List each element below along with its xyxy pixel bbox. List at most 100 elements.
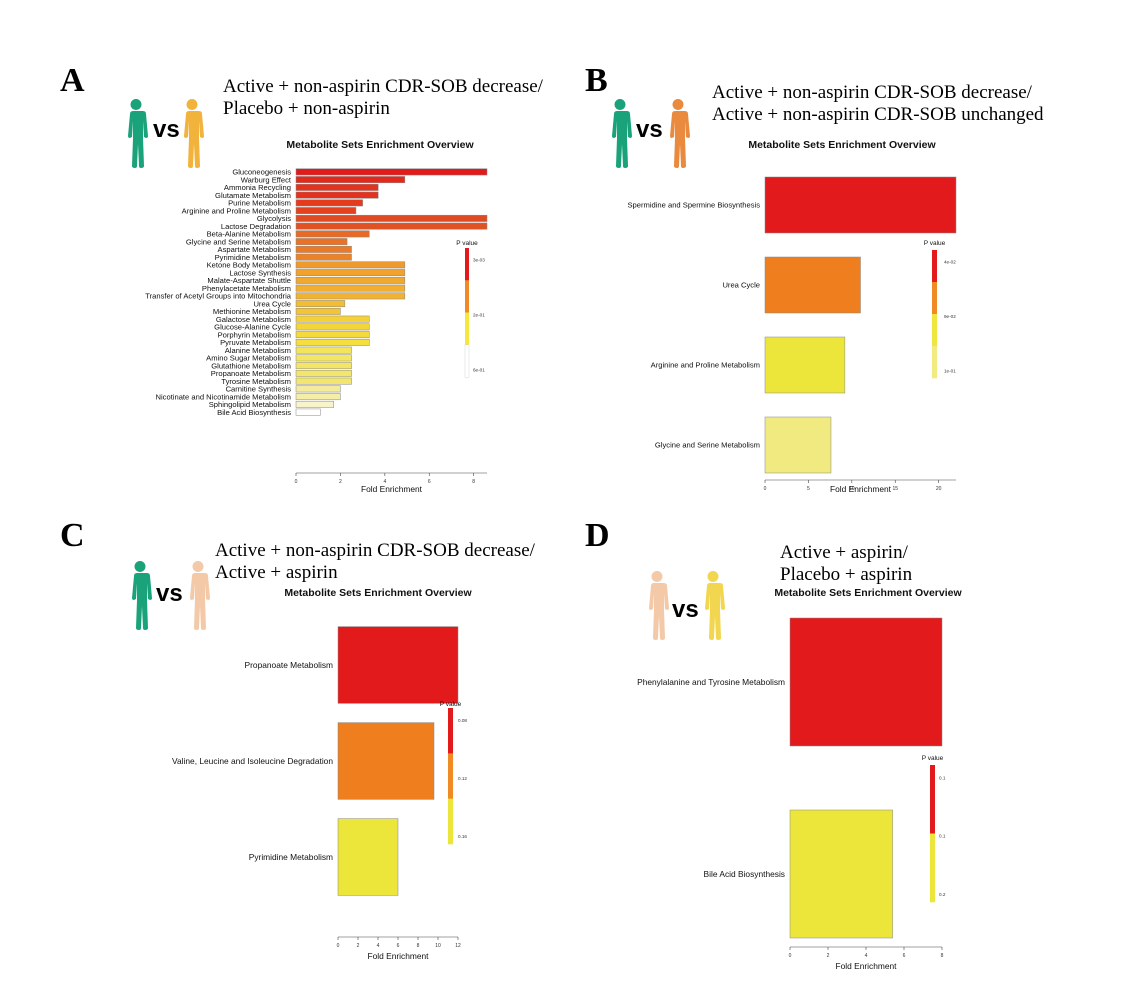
- legend-color-swatch: [464, 344, 470, 378]
- tick-label: 4: [383, 479, 386, 485]
- bar: [295, 300, 346, 308]
- category-label: Ketone Body Metabolism: [207, 261, 291, 270]
- bar: [337, 722, 435, 800]
- category-label: Tyrosine Metabolism: [221, 377, 291, 386]
- tick-label: 8: [941, 953, 944, 959]
- tick-label: 2: [827, 953, 830, 959]
- category-label: Carnitine Synthesis: [226, 385, 292, 394]
- legend-label: 0.12: [458, 776, 467, 781]
- bar: [295, 400, 335, 408]
- legend-color-swatch: [930, 833, 935, 903]
- enrichment-chart: Metabolite Sets Enrichment Overview Propa…: [172, 587, 472, 961]
- legend-color-swatch: [932, 314, 937, 347]
- category-label: Purine Metabolism: [228, 199, 291, 208]
- figure-silhouette: [184, 99, 204, 168]
- bar: [295, 369, 352, 377]
- category-label: Gluconeogenesis: [232, 168, 291, 177]
- category-label: Nicotinate and Nicotinamide Metabolism: [156, 392, 292, 401]
- category-label: Phenylalanine and Tyrosine Metabolism: [637, 677, 785, 687]
- legend-title: P value: [922, 755, 944, 762]
- category-label: Lactose Degradation: [221, 222, 291, 231]
- bar: [295, 362, 352, 370]
- human-figure-icon: [128, 99, 148, 168]
- figure-silhouette: [132, 561, 152, 630]
- tick-label: 4: [865, 953, 868, 959]
- legend-title: P value: [440, 701, 462, 708]
- human-figure-icon: [190, 561, 210, 630]
- bar: [295, 307, 341, 315]
- tick-label: 8: [417, 943, 420, 949]
- category-label: Methionine Metabolism: [213, 307, 291, 316]
- vs-label: vs: [672, 596, 699, 623]
- category-label: Pyruvate Metabolism: [220, 338, 291, 347]
- bar: [295, 276, 406, 284]
- category-label: Alanine Metabolism: [225, 346, 291, 355]
- category-label: Glutathione Metabolism: [211, 361, 291, 370]
- category-label: Phenylacetate Metabolism: [202, 284, 291, 293]
- legend-title: P value: [456, 240, 478, 247]
- legend-title: P value: [924, 240, 946, 247]
- chart-title: Metabolite Sets Enrichment Overview: [748, 139, 936, 151]
- category-label: Propanoate Metabolism: [245, 660, 333, 670]
- enrichment-chart: Metabolite Sets Enrichment Overview Pheny…: [637, 587, 962, 971]
- x-axis-label: Fold Enrichment: [361, 484, 423, 494]
- comparison-line-1: Active + aspirin/: [780, 542, 908, 563]
- legend-label: 9e-02: [944, 314, 956, 319]
- bar: [295, 315, 370, 323]
- legend-color-swatch: [465, 280, 469, 313]
- bar: [295, 284, 406, 292]
- category-label: Beta-Alanine Metabolism: [207, 230, 291, 239]
- bar: [295, 176, 406, 184]
- tick-label: 10: [435, 943, 441, 949]
- x-axis-label: Fold Enrichment: [368, 951, 430, 961]
- figure-silhouette: [190, 561, 210, 630]
- category-label: Pyrimidine Metabolism: [249, 852, 333, 862]
- bar: [295, 354, 352, 362]
- tick-label: 6: [428, 479, 431, 485]
- category-label: Transfer of Acetyl Groups into Mitochond…: [145, 292, 292, 301]
- legend-label: 0.2: [939, 892, 946, 897]
- bar: [295, 292, 406, 300]
- human-figure-icon: [670, 99, 690, 168]
- bar: [295, 323, 370, 331]
- legend-color-swatch: [448, 798, 453, 845]
- bar: [295, 338, 370, 346]
- tick-label: 6: [397, 943, 400, 949]
- bar: [295, 199, 363, 207]
- category-label: Pyrimidine Metabolism: [215, 253, 291, 262]
- category-label: Glycine and Serine Metabolism: [655, 441, 760, 450]
- panel-letter: C: [60, 517, 85, 554]
- comparison-line-2: Active + aspirin: [215, 562, 338, 583]
- category-label: Warburg Effect: [241, 175, 292, 184]
- bar: [295, 222, 488, 230]
- category-label: Aspartate Metabolism: [218, 245, 291, 254]
- bar: [295, 245, 352, 253]
- legend-label: 0.08: [458, 718, 467, 723]
- category-label: Sphingolipid Metabolism: [209, 400, 291, 409]
- comparison-line-2: Active + non-aspirin CDR-SOB unchanged: [712, 104, 1044, 125]
- bar: [295, 214, 488, 222]
- category-label: Spermidine and Spermine Biosynthesis: [627, 201, 760, 210]
- chart-title: Metabolite Sets Enrichment Overview: [286, 139, 474, 151]
- legend-label: 0.16: [458, 834, 467, 839]
- tick-label: 2: [357, 943, 360, 949]
- chart-title: Metabolite Sets Enrichment Overview: [774, 587, 962, 599]
- x-axis-label: Fold Enrichment: [836, 961, 898, 971]
- figure-silhouette: [670, 99, 690, 168]
- category-label: Propanoate Metabolism: [211, 369, 291, 378]
- bar: [337, 818, 399, 896]
- category-label: Urea Cycle: [253, 299, 291, 308]
- category-label: Galactose Metabolism: [216, 315, 291, 324]
- comparison-line-1: Active + non-aspirin CDR-SOB decrease/: [215, 540, 535, 561]
- bar: [764, 416, 832, 474]
- bar: [337, 626, 459, 704]
- bar: [295, 168, 488, 176]
- tick-label: 8: [472, 479, 475, 485]
- comparison-line-2: Placebo + aspirin: [780, 564, 913, 585]
- bar: [295, 207, 357, 215]
- legend-label: 0.1: [939, 834, 946, 839]
- category-label: Malate-Aspartate Shuttle: [207, 276, 291, 285]
- vs-label: vs: [636, 116, 663, 143]
- tick-label: 4: [377, 943, 380, 949]
- category-label: Porphyrin Metabolism: [218, 330, 291, 339]
